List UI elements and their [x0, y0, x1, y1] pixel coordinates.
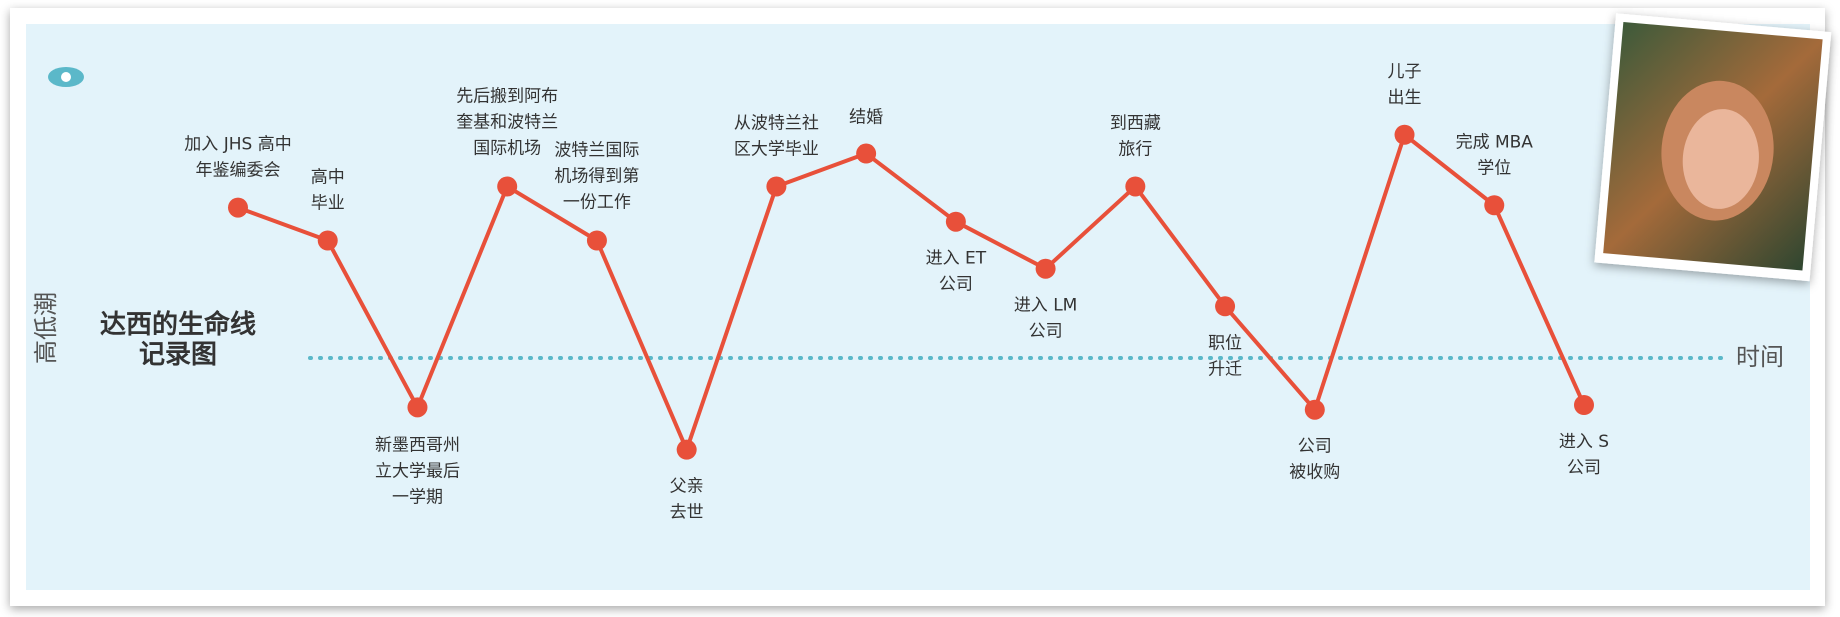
event-label: 结婚: [849, 108, 883, 128]
event-point: [228, 197, 248, 218]
event-label: 高中毕业: [311, 168, 345, 214]
event-point: [1304, 399, 1325, 420]
event-point: [1035, 258, 1056, 279]
event-point: [497, 176, 518, 197]
event-label: 职位升迁: [1208, 333, 1242, 379]
event-point: [586, 230, 607, 251]
event-point: [945, 211, 966, 232]
event-label: 加入 JHS 高中年鉴编委会: [184, 135, 291, 181]
event-point: [1574, 395, 1594, 415]
event-label: 父亲去世: [670, 477, 704, 523]
eye-icon: [48, 67, 84, 87]
event-label: 进入 LM 公司: [1014, 296, 1078, 342]
event-point: [1484, 195, 1505, 216]
y-axis-label: 高低潮: [32, 292, 60, 364]
event-label: 进入 S 公司: [1559, 432, 1609, 478]
event-label: 新墨西哥州立大学最后一学期: [375, 435, 460, 507]
event-label: 先后搬到阿布奎基和波特兰国际机场: [456, 86, 558, 158]
event-label: 完成 MBA 学位: [1456, 132, 1534, 178]
chart-title: 达西的生命线记录图: [100, 309, 256, 370]
event-label: 儿子出生: [1388, 62, 1422, 108]
event-label: 进入 ET 公司: [926, 249, 987, 295]
event-point: [766, 176, 787, 197]
life-line: [237, 132, 1586, 452]
event-point: [676, 439, 697, 460]
event-point: [1215, 296, 1236, 317]
event-label: 从波特兰社区大学毕业: [734, 113, 819, 159]
event-point: [1125, 176, 1146, 197]
x-axis-label: 时间: [1736, 343, 1784, 371]
event-point: [856, 143, 877, 164]
event-label: 到西藏旅行: [1110, 113, 1161, 159]
event-label: 公司被收购: [1289, 437, 1340, 483]
event-label: 波特兰国际机场得到第一份工作: [554, 141, 639, 213]
event-point: [407, 397, 428, 418]
photo: [1594, 13, 1832, 282]
background: [26, 24, 1810, 590]
event-point: [317, 230, 338, 251]
event-point: [1394, 124, 1415, 145]
